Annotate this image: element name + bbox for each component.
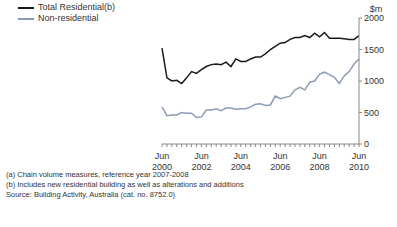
html-text:(a) Chain volume measures, ref: (a) Chain volume measures, reference yea… <box>6 170 189 179</box>
html-text:Non-residential: Non-residential <box>38 13 99 23</box>
svg-text:2004: 2004 <box>231 162 251 172</box>
svg-text:Jun: Jun <box>155 151 170 161</box>
html-text:Total Residential(b): Total Residential(b) <box>38 2 115 12</box>
svg-text:Jun: Jun <box>234 151 249 161</box>
svg-text:0: 0 <box>364 139 369 149</box>
html-text:Source: Building Activity, Aus: Source: Building Activity, Australia (ca… <box>6 190 176 199</box>
svg-text:1000: 1000 <box>364 76 384 86</box>
svg-text:500: 500 <box>364 108 379 118</box>
svg-text:2000: 2000 <box>152 162 172 172</box>
svg-text:2008: 2008 <box>310 162 330 172</box>
svg-text:2002: 2002 <box>191 162 211 172</box>
svg-text:Jun: Jun <box>273 151 288 161</box>
html-text:(b) Includes new residential b: (b) Includes new residential building as… <box>6 180 244 189</box>
svg-text:Jun: Jun <box>352 151 367 161</box>
svg-text:Jun: Jun <box>312 151 327 161</box>
svg-text:2006: 2006 <box>270 162 290 172</box>
svg-text:2000: 2000 <box>364 13 384 23</box>
svg-text:Jun: Jun <box>194 151 209 161</box>
svg-text:$m: $m <box>370 4 383 14</box>
svg-text:2010: 2010 <box>349 162 369 172</box>
svg-text:1500: 1500 <box>364 45 384 55</box>
